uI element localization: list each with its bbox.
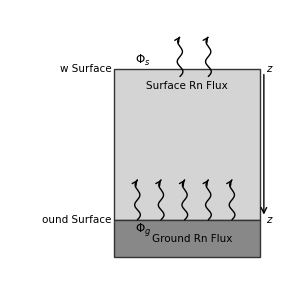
Text: z: z — [266, 64, 272, 74]
Text: ound Surface: ound Surface — [42, 215, 111, 225]
Text: Surface Rn Flux: Surface Rn Flux — [146, 81, 228, 91]
Text: z: z — [266, 215, 272, 225]
Text: $\Phi_s$: $\Phi_s$ — [135, 53, 151, 68]
Text: w Surface: w Surface — [60, 64, 111, 74]
Bar — [114, 220, 260, 257]
Text: $\Phi_g$: $\Phi_g$ — [135, 221, 151, 238]
Bar — [114, 70, 260, 220]
Text: Ground Rn Flux: Ground Rn Flux — [152, 234, 232, 244]
